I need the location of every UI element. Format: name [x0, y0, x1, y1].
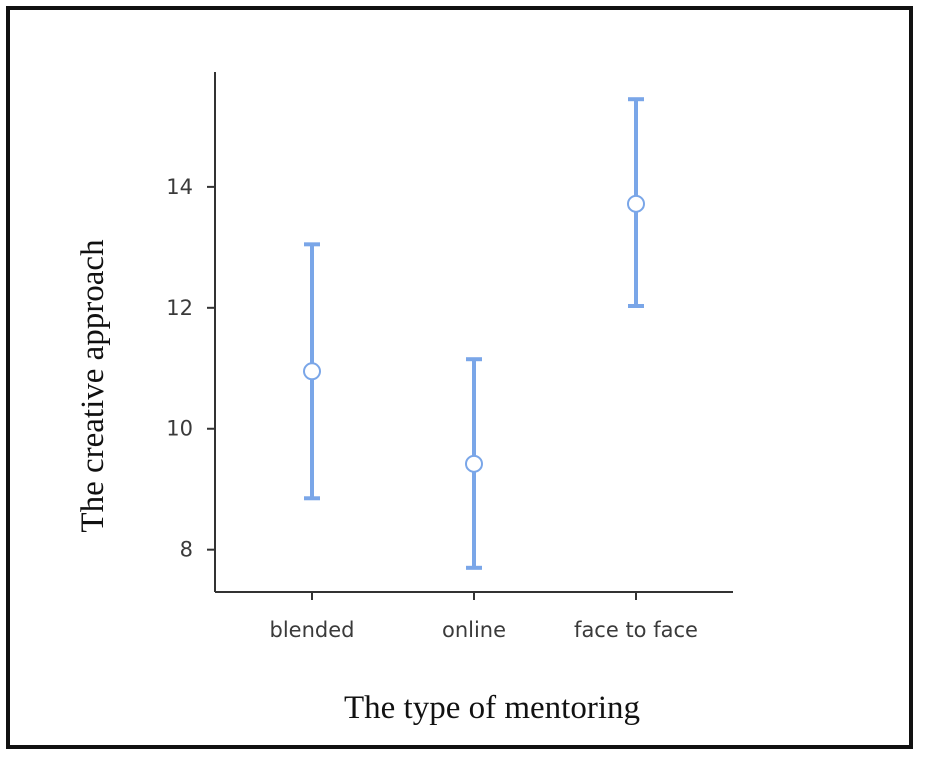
- y-axis-title: The creative approach: [75, 239, 111, 533]
- y-tick-label: 10: [166, 417, 193, 441]
- x-axis-title: The type of mentoring: [344, 690, 640, 726]
- y-tick-label: 12: [166, 296, 193, 320]
- mean-point: [627, 194, 645, 213]
- error-bar-online: [465, 357, 483, 570]
- x-ticks: blended online face to face: [270, 592, 698, 642]
- error-bars: [303, 97, 645, 570]
- y-ticks: 8 10 12 14: [166, 175, 215, 562]
- y-tick-label: 14: [166, 175, 193, 199]
- mean-point: [303, 362, 321, 381]
- mean-point: [465, 454, 483, 473]
- figure-frame: [6, 6, 913, 749]
- x-tick-label: online: [442, 618, 506, 642]
- y-tick-label: 8: [180, 538, 193, 562]
- x-tick-label: blended: [270, 618, 355, 642]
- error-bar-face-to-face: [627, 97, 645, 308]
- error-bar-blended: [303, 242, 321, 501]
- x-tick-label: face to face: [574, 618, 698, 642]
